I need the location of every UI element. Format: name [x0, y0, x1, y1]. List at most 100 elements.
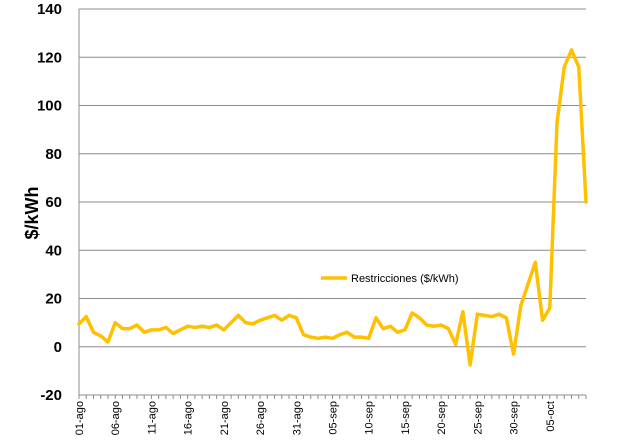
- y-tick-label: 0: [54, 339, 62, 356]
- data-point: [128, 327, 132, 331]
- data-point: [352, 335, 356, 339]
- series-layer: [77, 48, 588, 367]
- x-tick-label: 11-ago: [146, 401, 158, 434]
- x-tick-label: 21-ago: [219, 401, 231, 435]
- data-point: [272, 313, 277, 317]
- data-point: [490, 314, 494, 319]
- gridlines: [79, 8, 586, 396]
- x-tick-label: 31-ago: [291, 401, 303, 435]
- x-tick-label: 26-ago: [255, 401, 267, 435]
- data-point: [323, 335, 327, 339]
- y-axis-label: $/kWh: [22, 186, 42, 239]
- x-tick-label: 06-ago: [110, 401, 122, 435]
- data-point: [135, 323, 139, 327]
- data-point: [562, 65, 566, 69]
- y-tick-labels: -20 0 20 40 60 80 100 120 140: [37, 1, 62, 404]
- data-point: [330, 336, 335, 340]
- data-point: [157, 328, 161, 332]
- data-point: [410, 311, 414, 315]
- data-point: [359, 335, 364, 339]
- data-point: [461, 310, 465, 314]
- legend: Restricciones ($/kWh): [321, 273, 459, 285]
- data-point: [388, 324, 393, 328]
- data-point: [577, 65, 581, 69]
- data-point: [374, 316, 378, 320]
- y-tick-label: 40: [45, 242, 62, 259]
- x-tick-label: 01-ago: [74, 401, 86, 435]
- data-point: [258, 318, 262, 322]
- legend-label: Restricciones ($/kWh): [351, 273, 459, 285]
- data-point: [439, 323, 443, 327]
- data-point: [540, 318, 545, 322]
- data-point: [533, 260, 537, 264]
- y-tick-label: 60: [45, 194, 62, 211]
- data-point: [99, 334, 103, 338]
- data-point: [77, 322, 81, 326]
- data-point: [236, 313, 240, 317]
- y-tick-label: 140: [37, 1, 62, 18]
- data-point: [120, 327, 125, 331]
- y-tick-label: 80: [45, 146, 62, 163]
- x-tick-label: 15-sep: [400, 401, 412, 435]
- data-point: [519, 304, 523, 308]
- data-point: [215, 323, 219, 327]
- data-point: [294, 316, 298, 320]
- x-tick-label: 10-sep: [364, 401, 376, 435]
- x-tick-label: 05-oct: [545, 401, 557, 432]
- data-point: [483, 313, 487, 317]
- data-point: [207, 325, 211, 330]
- y-tick-label: 100: [37, 98, 62, 115]
- data-point: [432, 324, 436, 328]
- x-tick-label: 05-sep: [328, 401, 340, 435]
- data-point: [526, 282, 530, 286]
- data-point: [171, 331, 175, 336]
- data-point: [403, 328, 407, 332]
- data-point: [381, 327, 385, 331]
- data-point: [113, 321, 117, 325]
- axes: [78, 9, 587, 399]
- y-tick-label: -20: [40, 387, 62, 404]
- data-point: [454, 342, 458, 346]
- data-point: [106, 340, 110, 344]
- data-point: [338, 333, 342, 337]
- data-point: [84, 314, 88, 319]
- x-tick-label: 30-sep: [509, 401, 521, 435]
- data-point: [511, 352, 516, 356]
- data-point: [229, 321, 233, 325]
- data-point: [475, 312, 479, 316]
- data-point: [497, 312, 501, 316]
- x-tick-labels: 01-ago 06-ago 11-ago 16-ago 21-ago 26-ago 31-a…: [74, 401, 557, 435]
- data-point: [425, 323, 429, 327]
- data-point: [193, 325, 197, 330]
- x-tick-label: 25-sep: [472, 401, 484, 435]
- data-point: [468, 363, 472, 367]
- x-tick-label: 16-ago: [183, 401, 195, 435]
- data-point: [243, 321, 248, 325]
- data-point: [345, 330, 349, 334]
- x-tick-label: 20-sep: [436, 401, 448, 435]
- data-point: [186, 324, 190, 328]
- data-point: [417, 316, 422, 320]
- data-point: [504, 316, 508, 320]
- data-point: [569, 48, 574, 52]
- data-point: [251, 322, 255, 326]
- data-point: [548, 306, 552, 310]
- data-point: [287, 313, 291, 317]
- data-point: [280, 318, 284, 322]
- data-point: [309, 335, 313, 339]
- data-point: [164, 325, 168, 330]
- data-point: [200, 324, 204, 328]
- data-point: [367, 336, 371, 340]
- data-point: [178, 328, 182, 332]
- data-point: [396, 330, 400, 334]
- data-point: [149, 328, 154, 332]
- data-point: [555, 120, 559, 124]
- data-point: [142, 330, 146, 334]
- data-point: [222, 328, 226, 332]
- y-tick-label: 120: [37, 49, 62, 66]
- series-restricciones-line: [77, 48, 588, 367]
- data-point: [301, 333, 306, 337]
- data-point: [446, 327, 450, 331]
- data-point: [584, 200, 588, 204]
